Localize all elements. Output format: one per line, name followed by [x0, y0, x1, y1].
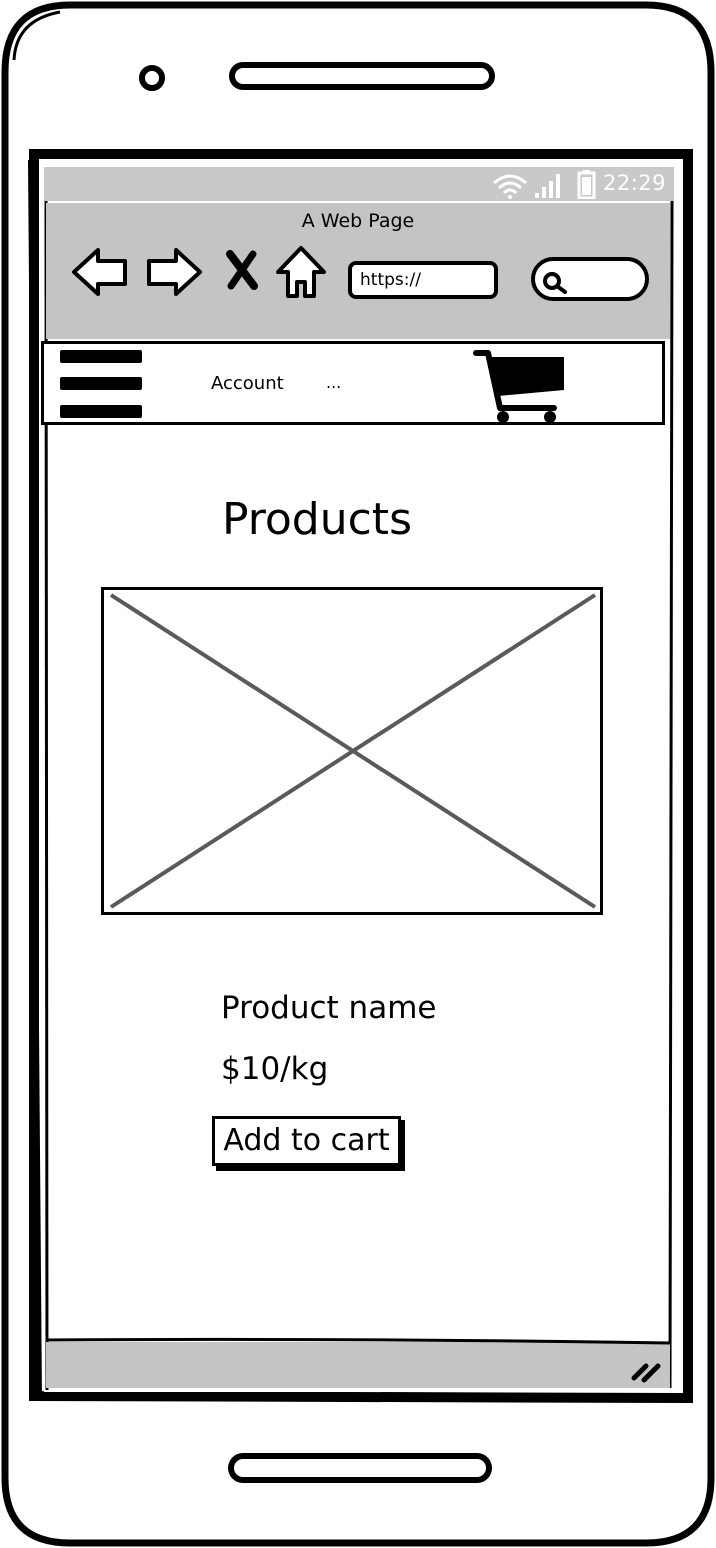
battery-icon	[577, 170, 596, 199]
url-input[interactable]	[348, 261, 498, 299]
bottom-bar-divider	[46, 1337, 670, 1345]
home-icon[interactable]	[274, 244, 328, 300]
signal-icon	[535, 174, 560, 198]
page-title: A Web Page	[301, 210, 415, 232]
image-placeholder-icon	[101, 587, 603, 915]
product-price: $10/kg	[221, 1051, 329, 1087]
back-arrow-icon[interactable]	[70, 246, 130, 298]
hamburger-menu-icon[interactable]	[58, 348, 146, 422]
browser-bottom-bar	[46, 1342, 670, 1388]
nav-more-link[interactable]: ...	[326, 373, 342, 392]
forward-arrow-icon[interactable]	[144, 246, 204, 298]
search-icon	[543, 272, 567, 294]
status-bar: 22:29	[44, 167, 674, 201]
page-heading: Products	[222, 494, 412, 545]
status-time: 22:29	[602, 171, 666, 195]
wifi-icon	[493, 174, 527, 199]
search-input[interactable]	[531, 257, 649, 301]
shopping-cart-icon[interactable]	[472, 348, 568, 426]
close-icon[interactable]	[224, 250, 260, 290]
add-to-cart-button[interactable]: Add to cart	[212, 1116, 401, 1166]
resize-grip-icon[interactable]	[630, 1358, 664, 1384]
nav-account-link[interactable]: Account	[211, 373, 284, 394]
product-name: Product name	[221, 990, 437, 1026]
